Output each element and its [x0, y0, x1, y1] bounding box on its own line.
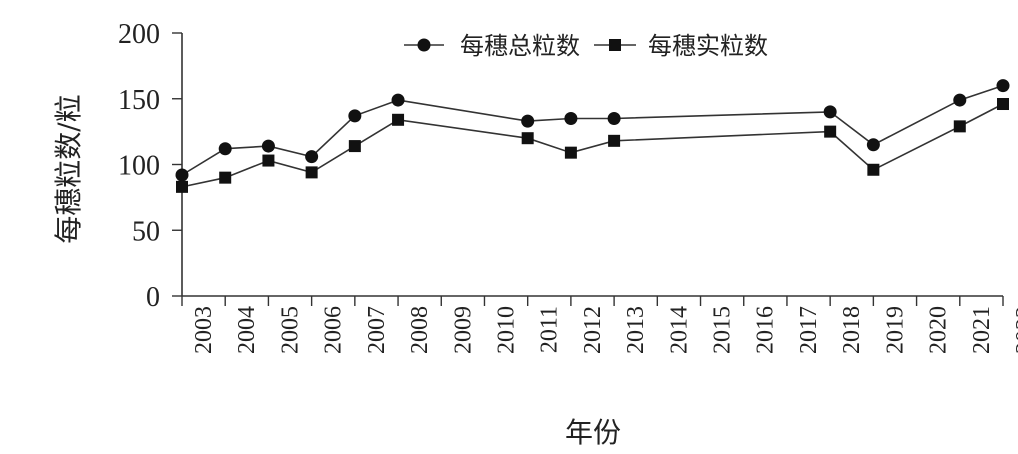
y-tick-label: 150: [118, 85, 160, 116]
legend-item-2: 每穗实粒数: [594, 32, 768, 60]
data-point: [607, 111, 621, 125]
series-2: [176, 98, 1009, 193]
x-tick-label: 2019: [882, 306, 908, 354]
legend-item-1: 每穗总粒数: [404, 32, 580, 60]
x-tick-label: 2011: [537, 306, 563, 353]
data-point: [219, 171, 232, 184]
data-point: [521, 132, 534, 145]
series-group: [175, 79, 1010, 193]
data-point: [348, 109, 362, 123]
legend-label: 每穗总粒数: [460, 32, 580, 60]
x-tick-label: 2017: [796, 306, 822, 354]
x-tick-label: 2008: [407, 306, 433, 354]
y-tick-label: 100: [118, 151, 160, 182]
data-point: [175, 168, 189, 182]
x-tick-label: 2021: [969, 306, 995, 354]
data-point: [262, 154, 275, 167]
data-point: [305, 166, 318, 179]
legend-marker-circle: [417, 38, 431, 52]
x-tick-label: 2012: [580, 306, 606, 354]
data-point: [348, 140, 361, 153]
data-point: [392, 113, 405, 126]
data-point: [305, 150, 319, 164]
data-point: [261, 139, 275, 153]
legend-marker-square: [609, 39, 621, 51]
data-point: [564, 146, 577, 159]
x-tick-label: 2006: [321, 306, 347, 354]
x-tick-label: 2009: [450, 306, 476, 354]
data-point: [953, 93, 967, 107]
legend: 每穗总粒数 每穗实粒数: [404, 32, 768, 60]
series-1: [175, 79, 1010, 182]
x-tick-label: 2010: [493, 306, 519, 354]
data-point: [824, 125, 837, 138]
data-point: [608, 134, 621, 147]
series-line: [181, 84, 1004, 176]
x-axis-title: 年份: [565, 416, 621, 449]
data-point: [997, 98, 1009, 111]
data-point: [176, 180, 188, 193]
y-tick-label: 0: [146, 282, 160, 313]
x-ticks: 2003 2004 2005 2006 2007 2008 2009 2010 2011 2012…: [181, 296, 1018, 354]
data-point: [564, 111, 578, 125]
x-tick-label: 2015: [710, 306, 736, 354]
y-ticks: 0 50 100 150 200: [118, 19, 182, 313]
data-point: [391, 93, 405, 107]
x-tick-label: 2003: [191, 306, 217, 354]
series-line: [181, 103, 1004, 188]
x-tick-label: 2004: [234, 306, 260, 354]
y-axis-title: 每穗粒数/粒: [52, 94, 85, 243]
x-tick-label: 2022: [1012, 306, 1018, 354]
data-point: [953, 120, 966, 133]
x-tick-label: 2018: [839, 306, 865, 354]
x-tick-label: 2007: [364, 306, 390, 354]
axes: [181, 33, 1003, 297]
data-point: [867, 163, 880, 176]
x-tick-label: 2016: [753, 306, 779, 354]
data-point: [521, 114, 535, 128]
data-point: [823, 105, 837, 119]
data-point: [996, 79, 1010, 93]
x-tick-label: 2020: [926, 306, 952, 354]
x-tick-label: 2013: [623, 306, 649, 354]
data-point: [866, 138, 880, 152]
y-tick-label: 50: [132, 216, 160, 247]
data-point: [218, 142, 232, 156]
legend-label: 每穗实粒数: [648, 32, 768, 60]
x-tick-label: 2014: [666, 306, 692, 354]
x-tick-label: 2005: [277, 306, 303, 354]
y-tick-label: 200: [118, 19, 160, 50]
